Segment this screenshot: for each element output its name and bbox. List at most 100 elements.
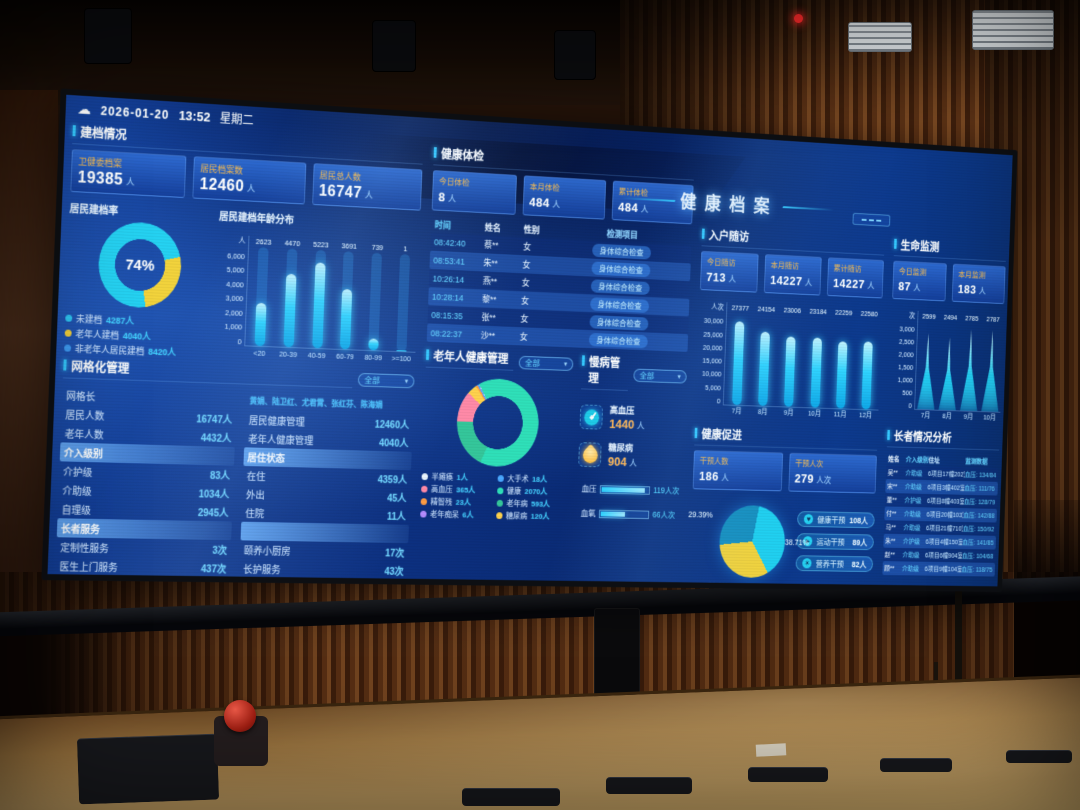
y-axis: 人 6,000 5,000 4,000 3,000 2,000 1,000 0 [214,234,249,359]
room-photo: ☁ 2026-01-20 13:52 星期二 健康档案 建档情况 卫健委档案 1… [0,0,1080,810]
panel-monitor: 生命监测 今日监测 87 人 本月监测 183 人 次 3,000 2,500 2,000… [882,235,1006,576]
dashboard: ☁ 2026-01-20 13:52 星期二 健康档案 建档情况 卫健委档案 1… [47,95,1012,587]
wall-speaker [594,608,640,700]
alarm-indicator-light [794,14,803,23]
led-screen: ☁ 2026-01-20 13:52 星期二 健康档案 建档情况 卫健委档案 1… [41,88,1017,592]
chart-peak: 2599 7月 [915,321,940,410]
stat-box: 卫健委档案 19385 人 [70,149,186,198]
title-bar-widget[interactable] [852,213,890,227]
monitor-stats: 今日监测 87 人 本月监测 183 人 [892,261,1005,304]
chevron-down-icon: ▾ [564,360,567,368]
plot-area: 2599 7月 2494 8月 2785 9月 2787 10月 [914,311,1004,413]
chart-bar: 3691 60-79 [331,251,363,350]
stat-box: 今日随访 713 人 [700,251,759,293]
chronic-bars: 血压 119人次 血氧 66人次 [576,483,682,521]
elderly-legend: 半瘫痪 1人 大手术 18人 高血压 365人 [420,470,569,523]
intervention-icon: ♥ [804,514,813,524]
date-label: 2026-01-20 [100,104,169,122]
chart-bar: 739 80-99 [359,252,391,351]
grid-management: 网格长 居民人数 16747人 老年人数 4432人 介入级别 介护 [55,385,414,579]
grid-filter-dropdown[interactable]: 全部 ▾ [358,373,415,388]
chevron-down-icon: ▾ [405,377,408,385]
intervention-pill-button[interactable]: ♥ 健康干预 108人 [797,511,875,528]
grid-row: 颐养小厨房 17次 [240,540,408,561]
pie-percent-label: 29.39% [688,510,713,520]
ceiling-speaker [372,20,416,72]
air-vent [848,22,912,52]
plot-area: 2623 <20 4470 20-39 5223 40-59 3691 60-79 739 80-… [244,236,419,353]
hbar-row: 血压 119人次 [577,483,682,497]
chronic-item: 糖尿病 904 人 [578,439,684,472]
stat-box: 今日体检 8人 [432,170,517,215]
age-distribution-block: 居民建档年龄分布 人 6,000 5,000 4,000 3,000 2,000 1,000… [214,206,421,368]
analysis-table: 吴** 介助级 6项目17幢202室 血压: 134/84 宋** 介助级 6项… [882,466,998,577]
panel-chronic: 慢病管理 全部 ▾ 高血压 1440 人 糖尿病 [576,352,688,534]
table-panel [748,767,828,782]
control-knob[interactable] [224,700,256,732]
chronic-disease-icon [578,442,601,467]
stat-box: 干预人次 279 人次 [788,453,877,494]
filing-rate-legend: 未建档 4287人 老年人建档 4040人 非老年人居民建档 8420人 [64,311,210,361]
intervention-pill-button[interactable]: ☀ 营养干预 82人 [796,555,874,572]
chart-peak: 2494 8月 [937,322,962,411]
table-panel [606,777,692,794]
chronic-filter-dropdown[interactable]: 全部 ▾ [633,368,686,383]
visits-bar-chart: 人次 30,000 25,000 20,000 15,000 10,000 5,000 0 2… [695,301,882,422]
legend-dot [421,486,428,493]
chart-peak: 2787 10月 [979,324,1003,412]
grid-row: 定制性服务 3次 [56,537,231,559]
section-analysis-header: 长者情况分析 [887,428,1000,450]
chart-bar: 27377 7月 [724,313,754,406]
promotion-pie [718,505,786,578]
table-panel [462,788,560,806]
y-axis: 人次 30,000 25,000 20,000 15,000 10,000 5,000 0 [695,301,726,417]
elderly-filter-dropdown[interactable]: 全部 ▾ [519,356,574,371]
panel-visits: 入户随访 今日随访 713 人 本月随访 14227 人 累计随访 14227 人 人… [689,225,885,587]
checkup-item-badge: 身体综合检查 [592,243,650,259]
time-label: 13:52 [179,108,211,125]
table-console [77,734,219,805]
checkup-item-badge: 身体综合检查 [589,333,647,348]
chart-bar: 24154 8月 [750,314,779,406]
title-decor-left [621,197,675,202]
chart-bar: 2623 <20 [245,247,278,347]
section-promotion-header: 健康促进 [694,426,877,451]
legend-item: 老年痴呆 6人 [420,508,493,522]
chart-bar: 1 >=100 [388,253,420,351]
chronic-items: 高血压 1440 人 糖尿病 904 人 [578,402,685,473]
legend-dot [421,473,428,480]
hbar-row: 血氧 66人次 [576,507,681,520]
age-bar-chart: 人 6,000 5,000 4,000 3,000 2,000 1,000 0 2623 <20… [214,234,420,365]
air-vent [972,10,1054,50]
filing-rate-donut: 74% [97,220,183,309]
title-decor-right [782,206,834,211]
stat-box: 本月监测 183 人 [952,264,1006,304]
chart-bar: 5223 40-59 [303,249,335,348]
age-chart-title: 居民建档年龄分布 [219,208,421,233]
chart-peak: 2785 9月 [958,323,982,411]
checkup-table: 08:42:40 蔡** 女 身体综合检查 08:53:41 朱** 女 身体综… [427,232,692,352]
grid-row: 长护服务 43次 [239,559,407,580]
ceiling-speaker [554,30,596,80]
checkup-item-badge: 身体综合检查 [590,297,648,313]
monitor-peak-chart: 次 3,000 2,500 2,000 1,500 1,000 500 0 2599 7月 249… [888,310,1004,425]
checkup-item-badge: 身体综合检查 [591,279,649,295]
filing-rate-percent: 74% [97,220,183,309]
stat-box: 居民档案数 12460 人 [193,156,306,204]
panel-elderly: 老年人健康管理 全部 ▾ 半瘫痪 1人 [420,346,574,532]
table-panel [1006,750,1072,763]
chart-bar: 22580 12月 [853,318,882,409]
plot-area: 27377 7月 24154 8月 23006 9月 23184 10月 22259 11月 225… [723,302,882,410]
legend-dot [498,475,504,482]
chronic-disease-icon [580,404,603,429]
legend-dot [64,344,71,351]
table-row: 顾** 介助级 6项目9幢104室 血压: 118/75 [882,561,995,576]
ceiling-speaker [84,8,132,64]
weather-icon: ☁ [77,100,91,118]
stat-box: 干预人数 186 人 [693,450,783,491]
checkup-item-badge: 身体综合检查 [592,261,650,277]
chart-bar: 23006 9月 [776,315,805,407]
y-axis: 次 3,000 2,500 2,000 1,500 1,000 500 0 [888,310,918,422]
chart-bar: 23184 10月 [802,316,831,408]
legend-dot [497,500,503,507]
